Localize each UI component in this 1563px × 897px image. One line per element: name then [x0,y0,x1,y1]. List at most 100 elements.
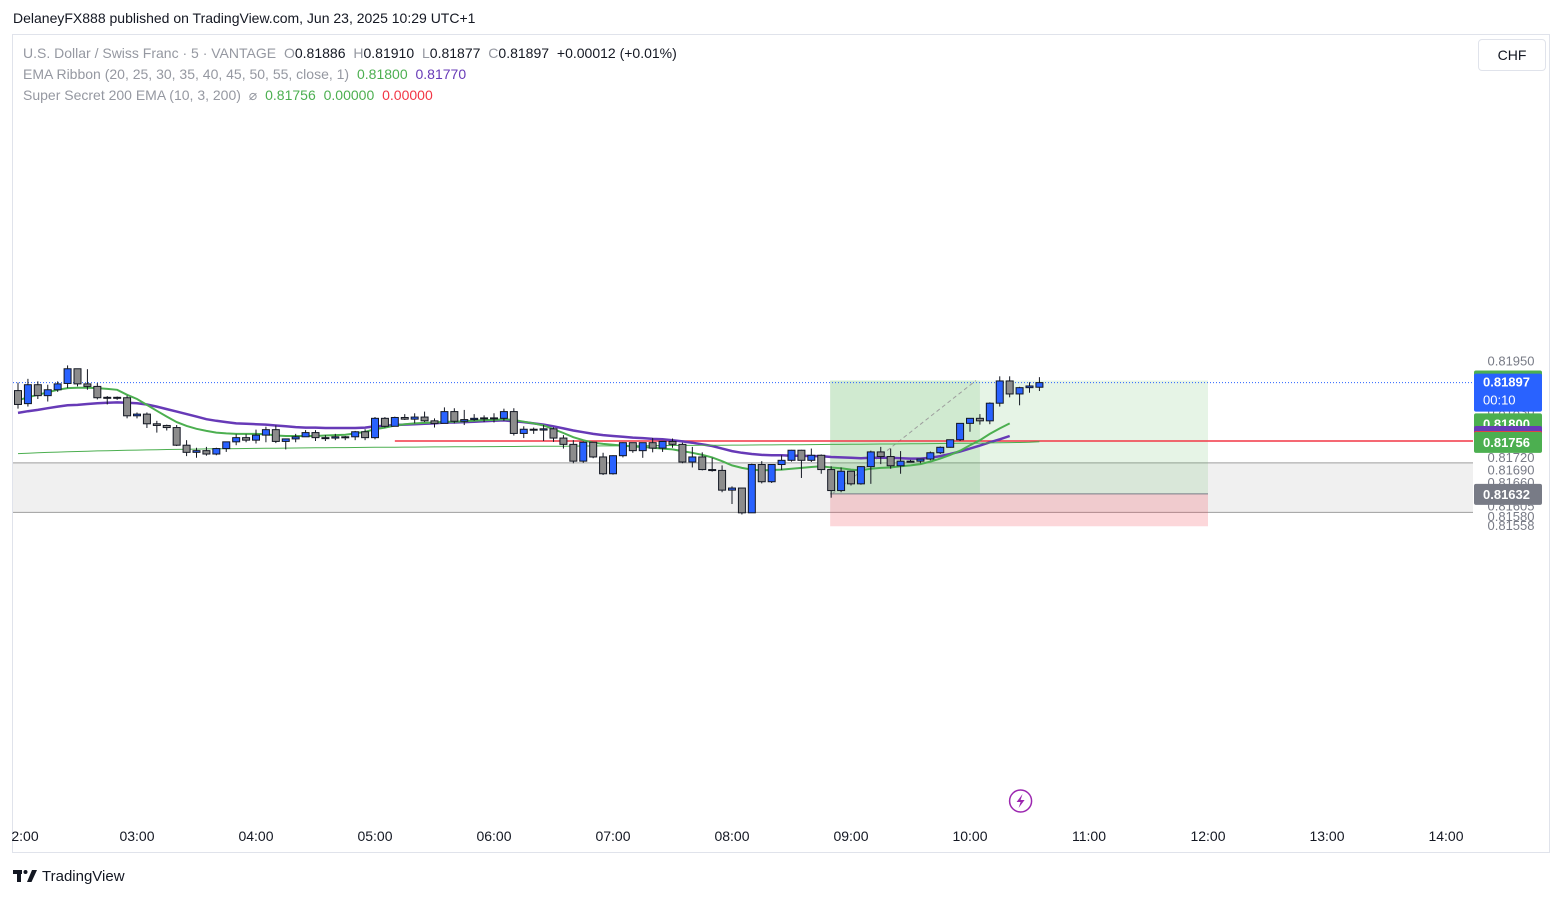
candle [638,442,647,458]
candle [480,415,489,423]
candle-body [271,429,280,442]
candle [995,376,1004,407]
candle-body [133,413,141,417]
candle [906,459,915,463]
candle-body [53,383,62,391]
candle-body [866,451,875,468]
candle [549,427,558,442]
candle-body [380,417,389,427]
candle [1005,376,1014,398]
y-tick-label: 0.81580 [1488,509,1535,524]
ema-ribbon-fast-value: 0.81800 [357,66,408,82]
legend-c-label: C [488,45,499,61]
candle [152,420,161,433]
candle-body [202,450,211,455]
candle [985,402,994,425]
candle [777,455,786,470]
super-ema-down: 0.00000 [382,87,433,103]
x-tick-label: 10:00 [952,828,987,844]
candle [430,418,439,428]
candle-body [1035,382,1044,388]
candle-body [668,440,677,445]
candle [172,425,181,447]
super-ema-symbol: ⌀ [248,87,258,103]
candle [83,369,92,390]
candle-body [708,469,717,472]
candle [400,414,409,420]
candle [956,422,965,441]
candle-body [559,437,568,445]
candle-body [797,449,806,461]
tradingview-logo[interactable]: TradingView [13,866,125,886]
candle [390,416,399,427]
candle [1035,377,1044,392]
candle-body [440,411,449,424]
candle-body [14,390,22,405]
candles-layer [14,365,1044,515]
candle [856,466,865,485]
candle-body [876,451,885,458]
candle-body [73,368,82,385]
candle [609,455,617,475]
candle [737,487,746,515]
candle [708,457,717,472]
candle [886,448,895,469]
candle [509,408,518,436]
candle-body [390,416,399,427]
candle [589,441,598,459]
indicator-lines-layer [13,382,1473,472]
currency-selector[interactable]: CHF [1478,39,1546,71]
candle-body [252,434,260,441]
candle [410,413,419,424]
legend-high: 0.81910 [363,45,415,61]
price-badge: 0.81756 [1474,431,1542,453]
candle [618,442,627,458]
candle-body [628,442,637,452]
candle-body [351,431,360,438]
x-tick-label: 04:00 [238,828,273,844]
candle [23,378,32,407]
candle [321,435,330,441]
candle-body [242,437,251,441]
candle [63,365,72,389]
candle [113,396,122,400]
candle-body [490,417,498,420]
candle [93,383,102,400]
candle [668,438,677,448]
candle [301,430,310,438]
x-tick-label: 2:00 [11,828,38,844]
candle-body [956,422,965,441]
lightning-icon [1008,789,1033,813]
candle [926,451,935,461]
candle [817,454,826,474]
super-ema-value: 0.81756 [265,87,316,103]
candle-body [410,416,419,420]
candle-body [678,443,687,463]
candle [787,449,796,462]
candle [569,440,578,464]
candle-body [113,396,122,399]
legend-ema-ribbon: EMA Ribbon (20, 25, 30, 35, 40, 45, 50, … [23,66,470,82]
candle-body [787,449,796,461]
candle-body [886,456,895,467]
candle-body [331,436,340,439]
price-badge-countdown: 00:10 [1483,393,1516,408]
candle [261,426,270,443]
candle [222,441,231,452]
chart-frame[interactable] [12,34,1550,853]
candle [916,458,925,464]
candle [896,451,905,474]
price-badge: 0.81897 00:10 [1474,373,1542,412]
candle-body [460,419,469,422]
candle-body [301,432,310,438]
candle [698,452,707,471]
candle-body [519,428,528,434]
candle-body [192,450,201,453]
candle-body [420,416,429,422]
candle-body [529,428,538,431]
legend-o-label: O [283,45,295,61]
candle-body [549,428,558,439]
candle [579,441,588,463]
price-badge-label: 0.81897 [1483,375,1530,390]
